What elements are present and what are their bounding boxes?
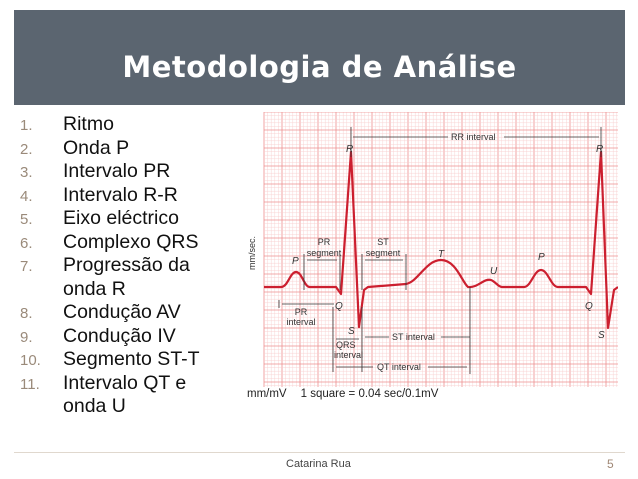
ecg-grid <box>263 112 618 387</box>
ecg-trace <box>264 150 618 330</box>
pr-segment-label-1: PR <box>318 237 331 247</box>
interval-labels: RR interval PR segment ST segment PR int… <box>286 132 495 372</box>
list-item: 6. Complexo QRS <box>20 231 200 255</box>
list-item-text: Onda P <box>63 136 130 159</box>
list-item-text: Progressão da <box>63 254 190 276</box>
list-item: 2. Onda P <box>20 137 200 161</box>
r2-label: R <box>596 144 603 155</box>
list-item-text: Complexo QRS <box>63 230 199 253</box>
slide-title: Metodologia de Análise <box>122 50 517 84</box>
wave-labels: R R P P T U Q Q S S <box>292 144 605 341</box>
pr-interval-label-2: interval <box>286 317 315 327</box>
qrs-interval-label-1: QRS <box>336 340 356 350</box>
ecg-caption: mm/mV 1 square = 0.04 sec/0.1mV <box>247 388 438 400</box>
list-item: 3. Intervalo PR <box>20 160 200 184</box>
list-item-number: 4. <box>20 187 33 205</box>
pr-segment-label-2: segment <box>307 248 342 258</box>
t-label: T <box>438 249 445 260</box>
s1-label: S <box>348 326 355 337</box>
st-interval-label: ST interval <box>392 332 435 342</box>
caption-units: mm/mV <box>247 388 287 400</box>
list-item: 8. Condução AV <box>20 301 200 325</box>
list-item-number: 3. <box>20 164 33 181</box>
list-item-text: Condução AV <box>63 301 181 323</box>
list-item-number: 6. <box>20 234 33 252</box>
qt-interval-label: QT interval <box>377 362 421 372</box>
list-item-number: 2. <box>20 140 33 158</box>
s2-label: S <box>598 330 605 341</box>
list-item-text: Segmento ST-T <box>63 348 200 370</box>
list-item: 11. Intervalo QT e onda U <box>20 372 200 419</box>
list-item-text: Intervalo QT e <box>63 371 187 394</box>
list-item-text: Condução IV <box>63 324 176 347</box>
list-item-number: 9. <box>20 328 33 346</box>
p2-label: P <box>538 252 545 263</box>
list-item-text: onda R <box>63 277 126 300</box>
list-item-number: 1. <box>20 117 33 134</box>
page-number: 5 <box>607 457 614 471</box>
list-item: 4. Intervalo R-R <box>20 184 200 208</box>
q1-label: Q <box>335 301 343 312</box>
title-banner: Metodologia de Análise <box>14 10 625 105</box>
pr-interval-label-1: PR <box>295 307 308 317</box>
list-item-text: Eixo eléctrico <box>63 207 179 229</box>
list-item-number: 10. <box>20 352 41 369</box>
list-item: 9. Condução IV <box>20 325 200 349</box>
st-segment-label-1: ST <box>377 237 389 247</box>
list-item-number: 7. <box>20 258 33 275</box>
rr-interval-label: RR interval <box>451 132 496 142</box>
list-item-text: Intervalo R-R <box>63 183 178 206</box>
qrs-interval-label-2: interval <box>334 350 363 360</box>
list-item-number: 5. <box>20 211 33 228</box>
u-label: U <box>490 266 498 277</box>
list-item-number: 8. <box>20 305 33 322</box>
r1-label: R <box>346 144 353 155</box>
list-item: 10. Segmento ST-T <box>20 348 200 372</box>
q2-label: Q <box>585 301 593 312</box>
list-item: 1. Ritmo <box>20 113 200 137</box>
footer-divider <box>14 452 625 453</box>
list-item: 7. Progressão da onda R <box>20 254 200 301</box>
list-item: 5. Eixo eléctrico <box>20 207 200 231</box>
list-item-text: onda U <box>63 395 126 417</box>
axis-labels: mm/sec. <box>247 236 257 270</box>
footer-author: Catarina Rua <box>286 458 351 470</box>
list-item-text: Ritmo <box>63 113 114 135</box>
ecg-diagram: R R P P T U Q Q S S RR interval PR segme… <box>247 112 618 387</box>
p1-label: P <box>292 256 299 267</box>
annotation-lines <box>278 127 602 374</box>
list-item-text: Intervalo PR <box>63 160 171 182</box>
st-segment-label-2: segment <box>366 248 401 258</box>
list-item-number: 11. <box>20 375 40 393</box>
y-axis-label: mm/sec. <box>247 236 257 270</box>
methodology-list: 1. Ritmo 2. Onda P 3. Intervalo PR 4. Intervalo… <box>20 113 200 419</box>
caption-scale: 1 square = 0.04 sec/0.1mV <box>300 388 439 400</box>
